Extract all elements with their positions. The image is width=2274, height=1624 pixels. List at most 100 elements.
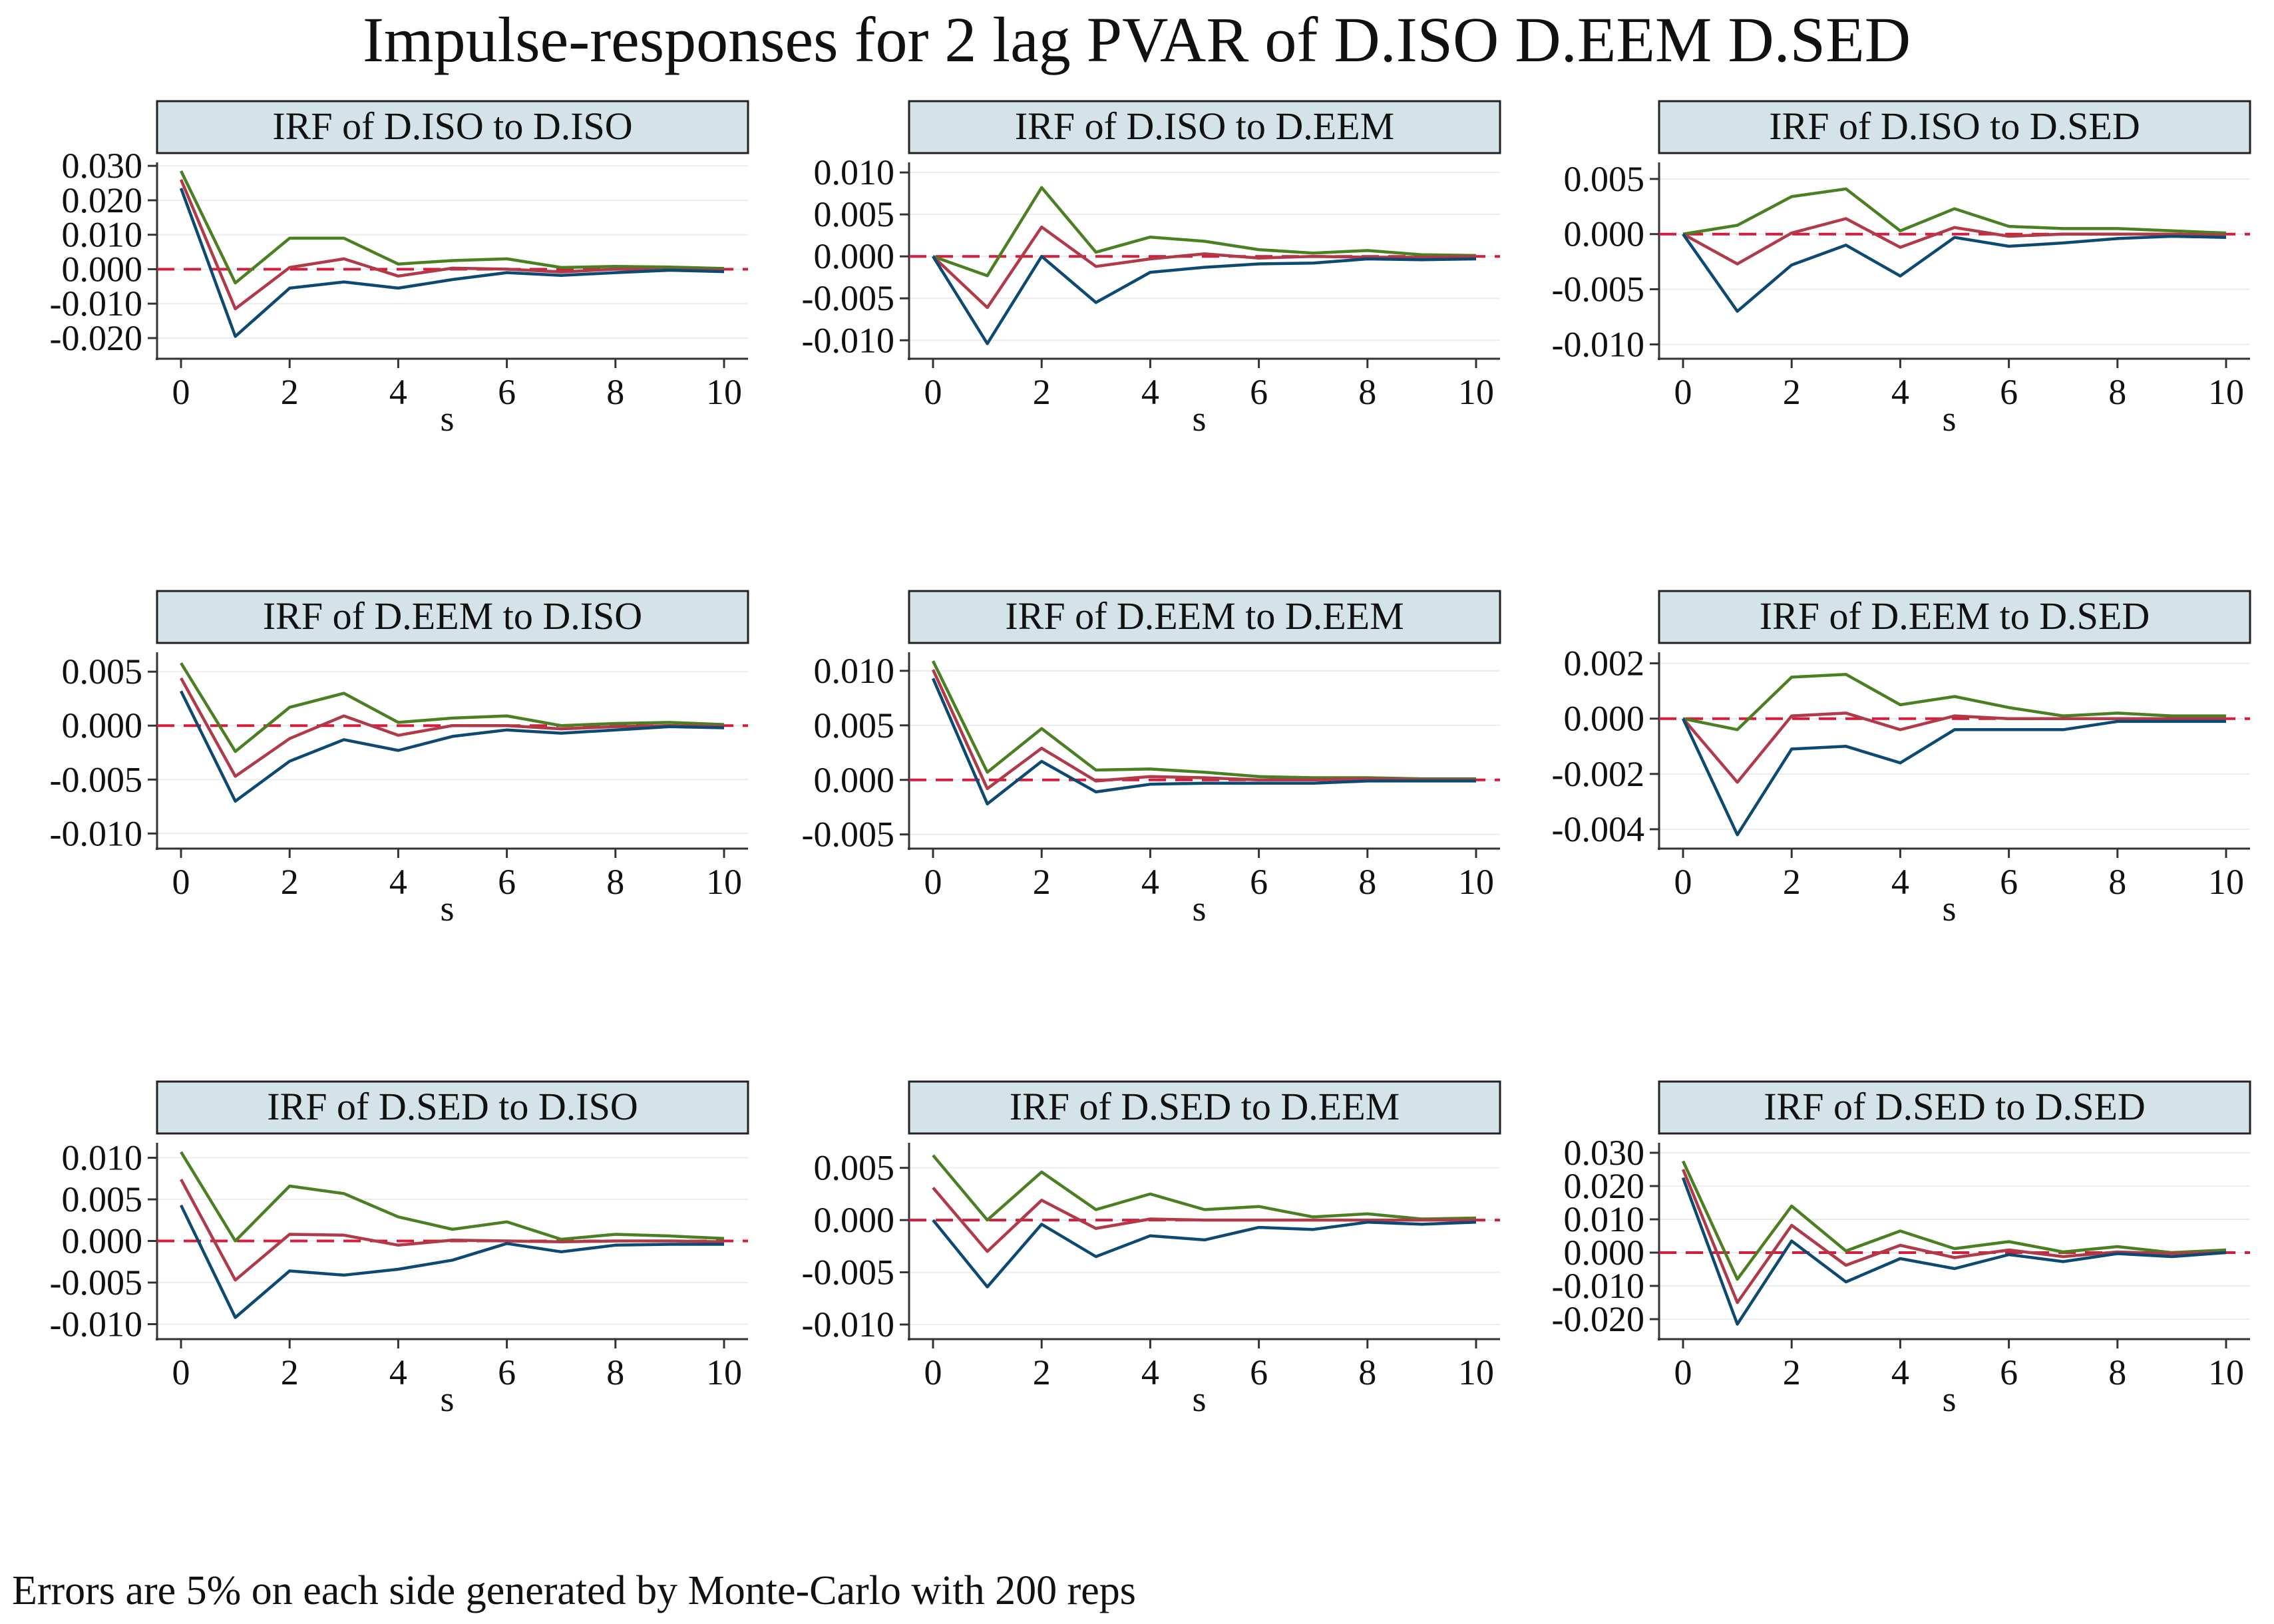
x-tick-label: 0 <box>924 862 942 902</box>
x-tick-label: 0 <box>172 372 190 412</box>
y-tick-label: 0.005 <box>814 194 895 234</box>
series-line-irf <box>1682 711 2226 784</box>
y-tick-label: -0.020 <box>1552 1299 1644 1339</box>
irf-panel: IRF of D.ISO to D.SED 0.005 0.000 -0.005 -0.… <box>1552 100 2251 439</box>
figure-title: Impulse-responses for 2 lag PVAR of D.IS… <box>363 4 1911 75</box>
y-tick-label: 0.005 <box>1564 159 1645 199</box>
x-tick-label: 6 <box>498 862 516 902</box>
x-tick-label: 10 <box>1458 862 1494 902</box>
x-tick-label: 0 <box>1674 862 1692 902</box>
series-line-lower <box>932 1219 1477 1289</box>
series-line-upper <box>1682 187 2227 236</box>
y-tick-label: 0.030 <box>1564 1133 1645 1173</box>
x-tick-label: 4 <box>1891 372 1909 412</box>
x-axis-label: s <box>440 889 454 928</box>
panel-header <box>1658 1080 2251 1135</box>
x-tick-label: 4 <box>389 1352 407 1392</box>
x-tick-label: 8 <box>2108 372 2126 412</box>
panel-title: IRF of D.SED to D.SED <box>1764 1085 2146 1128</box>
y-tick-label: 0.000 <box>814 1200 895 1240</box>
x-tick-label: 8 <box>1358 862 1376 902</box>
x-tick-label: 8 <box>1358 1352 1376 1392</box>
series-line-lower <box>179 690 725 803</box>
x-tick-label: 10 <box>706 862 742 902</box>
series-line-irf <box>1681 1169 2227 1305</box>
x-tick-label: 2 <box>1783 372 1801 412</box>
y-tick-label: -0.004 <box>1552 809 1644 849</box>
x-tick-label: 2 <box>281 1352 299 1392</box>
x-tick-label: 2 <box>1033 862 1051 902</box>
x-tick-label: 0 <box>172 862 190 902</box>
irf-panel: IRF of D.EEM to D.ISO 0.005 0.000 -0.005 -0.… <box>50 590 749 928</box>
series-line-irf <box>932 225 1477 309</box>
panel-header <box>156 100 749 154</box>
x-axis-label: s <box>440 1379 454 1419</box>
series-line-lower <box>1681 1177 2227 1326</box>
x-tick-label: 4 <box>389 372 407 412</box>
y-tick-label: 0.020 <box>62 180 143 220</box>
x-tick-label: 4 <box>1891 862 1909 902</box>
x-tick-label: 4 <box>1141 1352 1159 1392</box>
series-line-upper <box>180 1151 725 1243</box>
y-tick-label: 0.000 <box>62 706 143 745</box>
x-tick-label: 2 <box>281 372 299 412</box>
x-axis-label: s <box>1192 889 1206 928</box>
panel-grid: IRF of D.ISO to D.ISO0.0300.0200.0100.00… <box>50 100 2251 1419</box>
panel-header <box>908 590 1501 644</box>
irf-panel: IRF of D.SED to D.ISO0.0100.0050.000-0.0… <box>50 1080 749 1419</box>
x-tick-label: 6 <box>1250 862 1268 902</box>
y-tick-label: -0.010 <box>1552 324 1644 364</box>
panel-header <box>156 1080 749 1135</box>
y-tick-label: -0.005 <box>802 278 894 318</box>
panel-header <box>908 1080 1501 1135</box>
series-line-irf <box>180 677 725 778</box>
x-tick-label: 10 <box>1458 372 1494 412</box>
series-line-irf <box>932 1187 1476 1253</box>
y-tick-label: -0.002 <box>1552 754 1644 794</box>
x-tick-label: 2 <box>1783 862 1801 902</box>
series-line-upper <box>932 1154 1477 1222</box>
y-tick-label: 0.005 <box>62 1179 143 1219</box>
series-line-upper <box>179 170 725 285</box>
x-tick-label: 6 <box>1250 1352 1268 1392</box>
series-line-upper <box>180 662 725 753</box>
y-tick-label: -0.010 <box>50 1305 142 1344</box>
x-tick-label: 10 <box>706 1352 742 1392</box>
y-tick-label: 0.010 <box>62 1138 143 1178</box>
x-tick-label: 2 <box>1033 372 1051 412</box>
x-axis-label: s <box>1942 889 1956 928</box>
y-tick-label: 0.005 <box>814 706 895 745</box>
panel-header <box>1658 100 2251 154</box>
y-tick-label: 0.010 <box>814 651 895 691</box>
x-tick-label: 4 <box>1141 862 1159 902</box>
x-tick-label: 0 <box>172 1352 190 1392</box>
series-line-irf <box>931 669 1476 791</box>
y-tick-label: -0.005 <box>802 1253 894 1293</box>
y-tick-label: -0.010 <box>50 284 142 323</box>
x-tick-label: 10 <box>1458 1352 1494 1392</box>
y-tick-label: 0.020 <box>1564 1166 1645 1206</box>
x-tick-label: 6 <box>498 372 516 412</box>
panel-title: IRF of D.EEM to D.EEM <box>1005 594 1404 638</box>
y-tick-label: 0.000 <box>62 1221 143 1261</box>
irf-panel: IRF of D.SED to D.SED 0.0300.0200.0100.00… <box>1552 1080 2251 1419</box>
y-tick-label: -0.010 <box>802 1305 894 1344</box>
irf-panel: IRF of D.ISO to D.ISO 0.0300.0200.0100.00… <box>50 100 749 439</box>
y-tick-label: 0.010 <box>62 215 143 255</box>
series-line-irf <box>1682 217 2227 266</box>
x-tick-label: 6 <box>2000 372 2018 412</box>
x-tick-label: 6 <box>2000 1352 2018 1392</box>
panel-title: IRF of D.ISO to D.SED <box>1769 104 2140 148</box>
x-tick-label: 10 <box>2208 862 2244 902</box>
panel-title: IRF of D.EEM to D.ISO <box>263 594 642 638</box>
y-tick-label: 0.000 <box>1564 699 1645 739</box>
x-tick-label: 0 <box>924 372 942 412</box>
irf-panel: IRF of D.ISO to D.EEM0.0100.0050.000-0.0… <box>802 100 1501 439</box>
footnote: Errors are 5% on each side generated by … <box>12 1568 1136 1613</box>
series-line-lower <box>1681 717 2226 837</box>
y-tick-label: -0.010 <box>50 813 142 853</box>
x-tick-label: 8 <box>606 862 624 902</box>
x-tick-label: 10 <box>2208 1352 2244 1392</box>
x-axis-label: s <box>1192 399 1206 439</box>
x-axis-label: s <box>1942 399 1956 439</box>
